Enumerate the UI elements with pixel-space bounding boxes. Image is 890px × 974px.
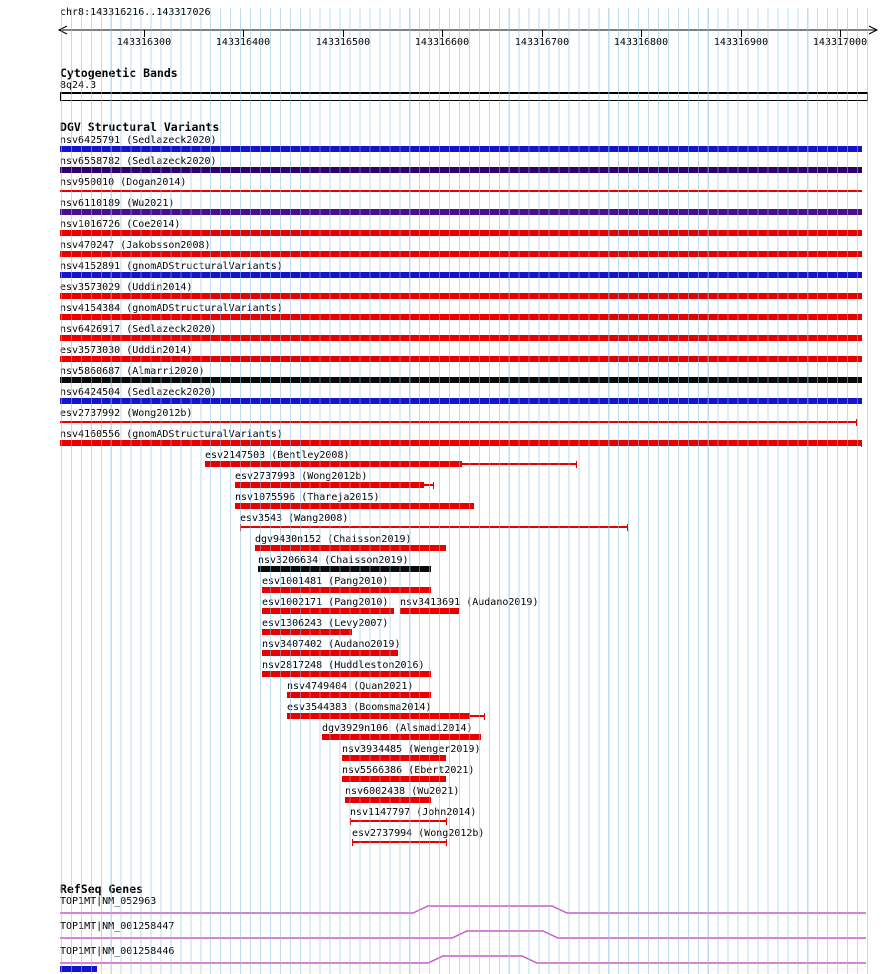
cytoband-label: 8q24.3 (60, 80, 97, 91)
variant-label[interactable]: nsv950010 (Dogan2014) (60, 177, 187, 188)
variant-label[interactable]: nsv3206634 (Chaisson2019) (258, 555, 409, 566)
variant-label[interactable]: esv2737992 (Wong2012b) (60, 408, 193, 419)
ruler-tick-mark (442, 30, 443, 37)
ruler-tick-mark (641, 30, 642, 37)
variant-label[interactable]: nsv4152891 (gnomADStructuralVariants) (60, 261, 283, 272)
variant-label[interactable]: nsv4160556 (gnomADStructuralVariants) (60, 429, 283, 440)
variant-label[interactable]: nsv1016726 (Coe2014) (60, 219, 181, 230)
variant-label[interactable]: esv3573030 (Uddin2014) (60, 345, 193, 356)
section-title-dgv-structural-variants: DGV Structural Variants (60, 120, 220, 134)
variant-label[interactable]: dgv9430n152 (Chaisson2019) (255, 534, 412, 545)
variant-label[interactable]: esv2737993 (Wong2012b) (235, 471, 368, 482)
ruler-tick-mark (840, 30, 841, 37)
variant-label[interactable]: nsv5860687 (Almarri2020) (60, 366, 205, 377)
variant-label[interactable]: nsv3407402 (Audano2019) (262, 639, 401, 650)
gene-glyph[interactable] (60, 905, 866, 914)
ruler-tick-label: 143316400 (215, 37, 271, 48)
ruler-tick-label: 143316300 (116, 37, 172, 48)
ruler-tick-label: 143316500 (315, 37, 371, 48)
section-title-cytogenetic-bands: Cytogenetic Bands (60, 66, 178, 80)
ruler-tick-label: 143316900 (713, 37, 769, 48)
variant-label[interactable]: nsv5566386 (Ebert2021) (342, 765, 475, 776)
ruler-tick-label: 143316800 (613, 37, 669, 48)
ruler-tick-mark (144, 30, 145, 37)
region-coordinates: chr8:143316216..143317026 (60, 7, 211, 18)
variant-label[interactable]: nsv3934485 (Wenger2019) (342, 744, 481, 755)
variant-label[interactable]: nsv6425791 (Sedlazeck2020) (60, 135, 217, 146)
gene-glyph[interactable] (60, 955, 866, 964)
variant-label[interactable]: nsv6558782 (Sedlazeck2020) (60, 156, 217, 167)
ruler-tick-mark (741, 30, 742, 37)
variant-label[interactable]: esv2147503 (Bentley2008) (205, 450, 350, 461)
variant-label[interactable]: esv1306243 (Levy2007) (262, 618, 389, 629)
variant-label[interactable]: nsv1075596 (Thareja2015) (235, 492, 380, 503)
variant-label[interactable]: nsv1147797 (John2014) (350, 807, 477, 818)
gene-label[interactable]: TOP1MT|NM_001258446 (60, 946, 175, 957)
variant-label[interactable]: nsv2817248 (Huddleston2016) (262, 660, 425, 671)
variant-label[interactable]: nsv6002438 (Wu2021) (345, 786, 460, 797)
ruler-tick-label: 143316600 (414, 37, 470, 48)
variant-label[interactable]: esv3573029 (Uddin2014) (60, 282, 193, 293)
variant-label[interactable]: esv3543 (Wang2008) (240, 513, 349, 524)
variant-label[interactable]: esv1001481 (Pang2010) (262, 576, 389, 587)
section-title-refseq-genes: RefSeq Genes (60, 882, 144, 896)
variant-label[interactable]: nsv3413691 (Audano2019) (400, 597, 539, 608)
variant-label[interactable]: esv1002171 (Pang2010) (262, 597, 389, 608)
ruler-tick-mark (542, 30, 543, 37)
variant-label[interactable]: nsv6110189 (Wu2021) (60, 198, 175, 209)
gene-glyph[interactable] (60, 930, 866, 939)
variant-label[interactable]: esv3544383 (Boomsma2014) (287, 702, 432, 713)
variant-label[interactable]: nsv6426917 (Sedlazeck2020) (60, 324, 217, 335)
gene-label[interactable]: TOP1MT|NM_052963 (60, 896, 157, 907)
ruler-tick-mark (243, 30, 244, 37)
variant-label[interactable]: nsv4749404 (Quan2021) (287, 681, 414, 692)
variant-label[interactable]: nsv6424504 (Sedlazeck2020) (60, 387, 217, 398)
gene-label[interactable]: TOP1MT|NM_001258447 (60, 921, 175, 932)
variant-label[interactable]: dgv3929n106 (Alsmadi2014) (322, 723, 473, 734)
ruler-tick-label: 143316700 (514, 37, 570, 48)
ruler-tick-label: 143317000 (812, 37, 868, 48)
ruler-tick-mark (343, 30, 344, 37)
variant-label[interactable]: esv2737994 (Wong2012b) (352, 828, 485, 839)
ruler-right-arrow-icon (868, 25, 879, 35)
variant-label[interactable]: nsv4154384 (gnomADStructuralVariants) (60, 303, 283, 314)
variant-label[interactable]: nsv470247 (Jakobsson2008) (60, 240, 211, 251)
